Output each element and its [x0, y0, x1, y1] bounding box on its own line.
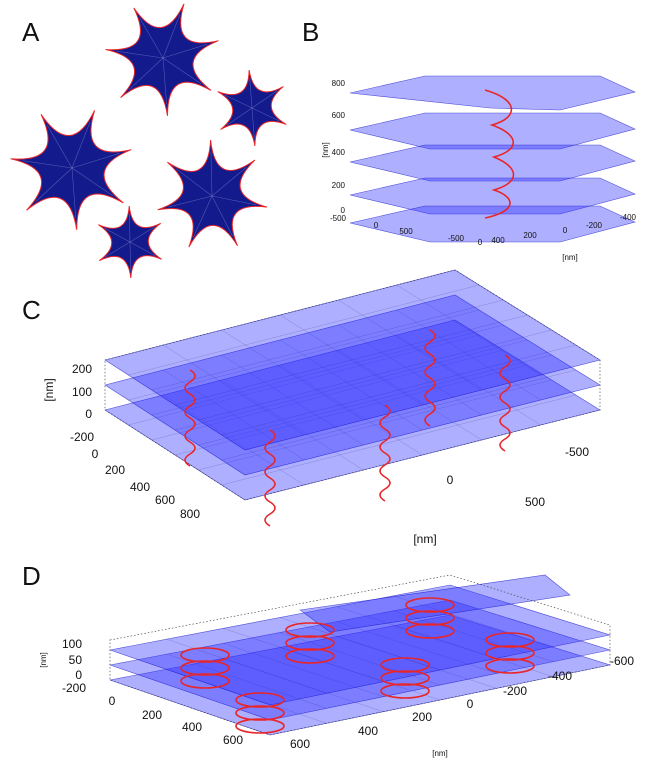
panel-label: A: [22, 17, 40, 47]
tick-label: -500: [330, 214, 347, 223]
tick-label: 400: [182, 720, 202, 734]
tick-label: 600: [290, 737, 310, 751]
axis-label: [nm]: [562, 253, 578, 262]
tick-label: 200: [142, 708, 162, 722]
star: [106, 4, 219, 116]
panel-b: [350, 76, 635, 242]
tick-label: 400: [130, 480, 150, 494]
tick-label: 100: [72, 385, 92, 399]
tick-label: -200: [70, 430, 94, 444]
tick-label: 600: [155, 493, 175, 507]
tick-label: 0: [563, 226, 568, 235]
tick-label: 0: [467, 697, 474, 711]
tick-label: 100: [62, 637, 82, 651]
tick-label: 200: [412, 710, 432, 724]
tick-label: 500: [399, 227, 413, 236]
tick-label: 0: [447, 473, 454, 487]
tick-label: -500: [448, 234, 465, 243]
tick-label: 0: [374, 221, 379, 230]
tick-label: 0: [75, 668, 82, 682]
tick-label: 0: [85, 407, 92, 421]
tick-label: 800: [332, 79, 346, 88]
axis-label: [nm]: [432, 749, 448, 758]
panel-label: C: [22, 295, 41, 325]
axis-label: [nm]: [42, 378, 56, 401]
axis-label: [nm]: [413, 532, 436, 546]
panel-d: [110, 575, 610, 735]
tick-label: -400: [620, 213, 637, 222]
tick-label: 0: [92, 447, 99, 461]
tick-label: -200: [62, 681, 86, 695]
tick-label: -200: [586, 221, 603, 230]
tick-label: 200: [523, 231, 537, 240]
tick-label: -200: [503, 684, 527, 698]
tick-label: 600: [332, 111, 346, 120]
tick-label: 400: [491, 236, 505, 245]
tick-label: -500: [565, 445, 589, 459]
tick-label: 500: [525, 495, 545, 509]
tick-label: -600: [610, 654, 634, 668]
panel-a: [11, 4, 287, 278]
tick-label: 400: [332, 148, 346, 157]
panel-label: D: [22, 561, 41, 591]
tick-label: 600: [223, 733, 243, 747]
tick-label: 200: [105, 463, 125, 477]
star: [11, 110, 132, 230]
tick-label: 400: [358, 724, 378, 738]
tick-label: 0: [478, 238, 483, 247]
axis-label: [nm]: [321, 142, 330, 158]
panel-label: B: [302, 17, 319, 47]
tick-label: 200: [332, 181, 346, 190]
tick-label: -400: [548, 669, 572, 683]
axis-label: [nm]: [39, 652, 48, 668]
tick-label: 0: [109, 694, 116, 708]
tick-label: 800: [180, 507, 200, 521]
figure: A B C D [nm] 800 600 400 200 0 -500 0 50…: [0, 0, 661, 760]
sheet: [350, 145, 635, 181]
sheet: [350, 113, 635, 149]
tick-label: 50: [69, 653, 83, 667]
star: [158, 140, 267, 247]
panel-c: [105, 270, 600, 526]
tick-label: 200: [72, 362, 92, 376]
